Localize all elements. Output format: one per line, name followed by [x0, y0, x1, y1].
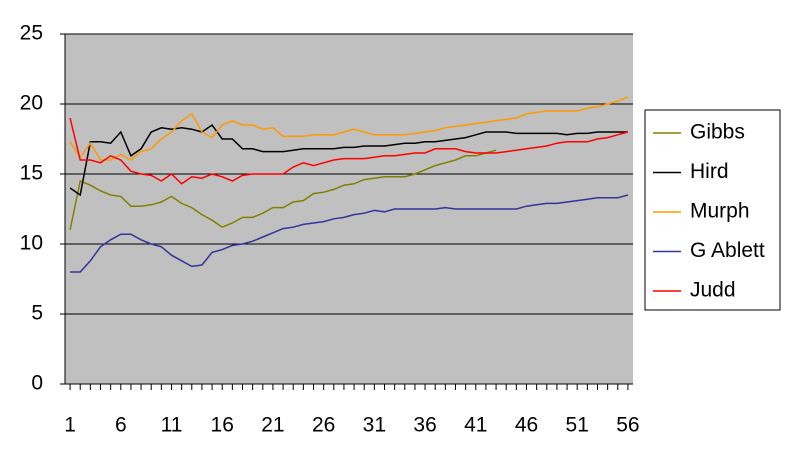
y-tick-label: 25: [20, 22, 43, 45]
series-line: [69, 149, 497, 231]
x-tick-label: 31: [363, 414, 386, 437]
x-tick-label: 11: [161, 414, 183, 437]
x-tick-label: 41: [464, 414, 487, 437]
x-tick-label: 16: [211, 414, 234, 437]
legend-label: Gibbs: [690, 121, 745, 144]
legend-label: Judd: [690, 279, 736, 302]
legend-box: [644, 109, 781, 311]
series-line: [69, 96, 629, 161]
series-line: [69, 117, 629, 185]
y-tick-label: 5: [31, 302, 43, 325]
legend-label: G Ablett: [690, 239, 765, 262]
legend-label: Murph: [690, 200, 750, 223]
y-tick-label: 10: [20, 232, 43, 255]
x-tick-label: 21: [261, 414, 284, 437]
x-tick-label: 26: [312, 414, 335, 437]
x-tick-label: 36: [413, 414, 436, 437]
plot-area: [65, 34, 633, 384]
x-tick-label: 1: [64, 414, 76, 437]
x-tick-label: 46: [515, 414, 538, 437]
y-tick-label: 0: [31, 372, 43, 395]
x-tick-label: 56: [616, 414, 639, 437]
series-line: [70, 194, 629, 273]
x-tick-label: 51: [566, 414, 589, 437]
y-tick-label: 15: [20, 162, 43, 185]
x-tick-label: 6: [115, 414, 127, 437]
legend-label: Hird: [690, 160, 729, 183]
y-tick-label: 20: [20, 92, 43, 115]
series-line: [69, 123, 628, 197]
